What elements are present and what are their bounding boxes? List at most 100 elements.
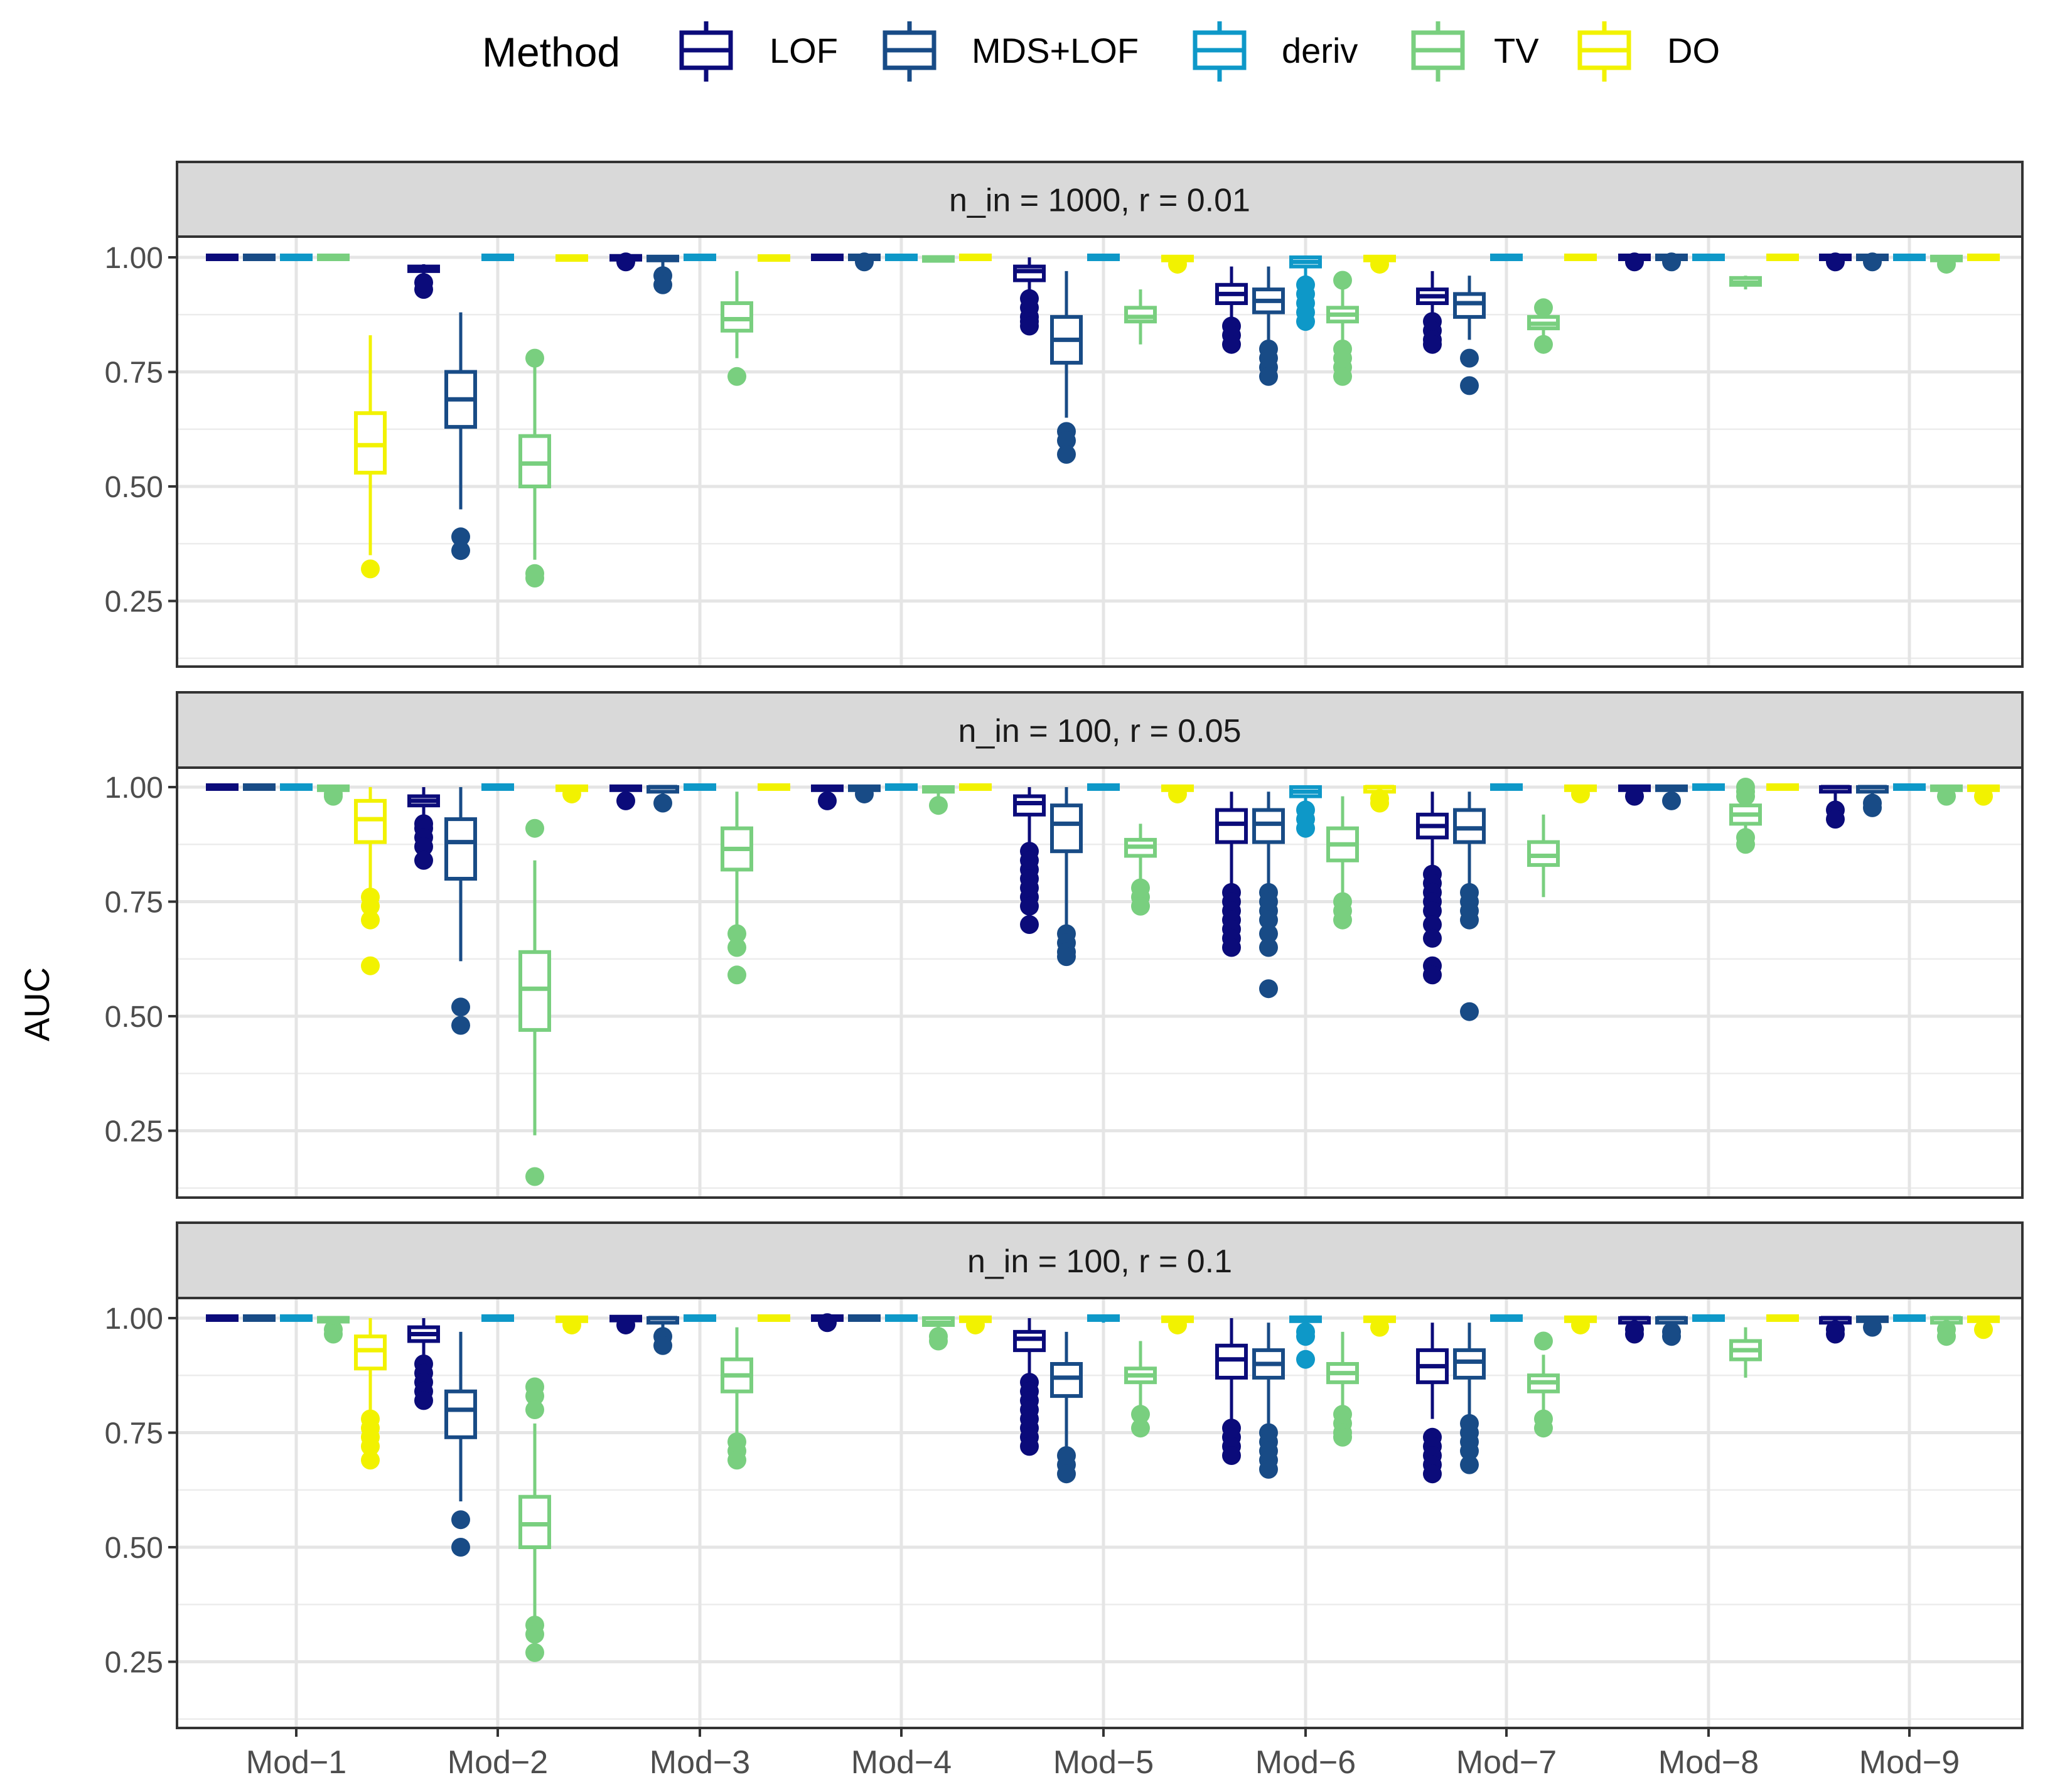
box-tv[interactable] (518, 1377, 551, 1662)
box-deriv[interactable] (1289, 785, 1322, 838)
box-do[interactable] (1564, 254, 1597, 261)
box-tv[interactable] (317, 1316, 350, 1344)
box-tv[interactable] (721, 1327, 753, 1470)
box-lof[interactable] (1013, 1318, 1046, 1456)
box-deriv[interactable] (1289, 255, 1322, 331)
box-tv[interactable] (922, 1316, 955, 1351)
box-do[interactable] (1967, 784, 2000, 806)
box-tv[interactable] (1729, 1327, 1762, 1378)
box-do[interactable] (1967, 1315, 2000, 1339)
box-mds-lof[interactable] (1453, 276, 1486, 395)
box-mds-lof[interactable] (1252, 266, 1285, 386)
box-mds-lof[interactable] (1050, 1331, 1083, 1484)
box-mds-lof[interactable] (1856, 252, 1889, 272)
box-do[interactable] (1363, 785, 1396, 813)
box-deriv[interactable] (1289, 1315, 1322, 1369)
box-mds-lof[interactable] (647, 785, 679, 813)
box-mds-lof[interactable] (1453, 791, 1486, 1021)
box-lof[interactable] (609, 1314, 642, 1334)
box-tv[interactable] (1729, 276, 1762, 290)
box-do[interactable] (1161, 784, 1194, 803)
box-do[interactable] (354, 787, 387, 975)
box-mds-lof[interactable] (1050, 787, 1083, 967)
box-do[interactable] (1564, 784, 1597, 803)
box-tv[interactable] (1326, 1331, 1359, 1447)
box-lof[interactable] (811, 1313, 844, 1333)
box-tv[interactable] (1326, 796, 1359, 930)
box-lof[interactable] (1819, 785, 1852, 829)
legend-key-deriv[interactable]: deriv (1193, 21, 1358, 82)
box-mds-lof[interactable] (444, 1331, 477, 1557)
box-mds-lof[interactable] (1655, 252, 1688, 272)
box-lof[interactable] (407, 787, 440, 870)
box-mds-lof[interactable] (243, 783, 276, 791)
box-do[interactable] (758, 1314, 790, 1322)
box-do[interactable] (1766, 1314, 1799, 1322)
box-do[interactable] (354, 1318, 387, 1470)
box-lof[interactable] (1416, 791, 1449, 985)
box-deriv[interactable] (1087, 783, 1120, 791)
box-lof[interactable] (811, 254, 844, 261)
box-mds-lof[interactable] (243, 1314, 276, 1322)
box-deriv[interactable] (1087, 1314, 1120, 1323)
legend-key-tv[interactable]: TV (1411, 21, 1539, 82)
box-deriv[interactable] (481, 783, 514, 791)
box-lof[interactable] (1013, 257, 1046, 336)
box-do[interactable] (758, 783, 790, 791)
box-mds-lof[interactable] (1856, 785, 1889, 817)
box-mds-lof[interactable] (647, 1316, 679, 1355)
box-tv[interactable] (1326, 271, 1359, 386)
box-deriv[interactable] (1893, 783, 1926, 791)
box-lof[interactable] (609, 784, 642, 810)
box-do[interactable] (1161, 1315, 1194, 1334)
box-tv[interactable] (1124, 824, 1157, 916)
box-do[interactable] (354, 335, 387, 579)
box-deriv[interactable] (1893, 254, 1926, 261)
box-lof[interactable] (1416, 271, 1449, 354)
box-mds-lof[interactable] (1655, 784, 1688, 810)
box-do[interactable] (1766, 254, 1799, 261)
box-tv[interactable] (518, 348, 551, 587)
box-do[interactable] (758, 254, 790, 262)
box-mds-lof[interactable] (848, 784, 881, 803)
box-deriv[interactable] (280, 1314, 313, 1322)
box-lof[interactable] (1215, 1318, 1248, 1465)
box-do[interactable] (1564, 1315, 1597, 1334)
box-mds-lof[interactable] (444, 312, 477, 561)
box-deriv[interactable] (684, 254, 716, 261)
box-do[interactable] (1766, 783, 1799, 791)
box-tv[interactable] (1124, 289, 1157, 345)
box-deriv[interactable] (1087, 254, 1120, 261)
box-deriv[interactable] (885, 783, 918, 791)
box-mds-lof[interactable] (1655, 1316, 1688, 1346)
box-mds-lof[interactable] (647, 254, 679, 294)
box-tv[interactable] (1124, 1341, 1157, 1438)
box-tv[interactable] (1930, 1316, 1963, 1346)
box-mds-lof[interactable] (1453, 1323, 1486, 1474)
box-tv[interactable] (1527, 814, 1560, 898)
box-tv[interactable] (1729, 778, 1762, 854)
box-lof[interactable] (407, 1318, 440, 1410)
box-deriv[interactable] (1490, 783, 1523, 791)
box-tv[interactable] (1527, 1331, 1560, 1438)
box-do[interactable] (1967, 254, 2000, 261)
box-tv[interactable] (721, 791, 753, 985)
box-do[interactable] (555, 254, 588, 262)
box-lof[interactable] (1618, 784, 1651, 806)
box-do[interactable] (959, 1315, 992, 1334)
box-lof[interactable] (206, 254, 239, 261)
box-mds-lof[interactable] (848, 252, 881, 272)
box-do[interactable] (1363, 1315, 1396, 1337)
box-deriv[interactable] (1893, 1314, 1926, 1322)
box-lof[interactable] (609, 252, 642, 272)
box-do[interactable] (555, 1315, 588, 1334)
box-lof[interactable] (1618, 252, 1651, 272)
box-deriv[interactable] (1490, 1314, 1523, 1322)
box-deriv[interactable] (280, 783, 313, 791)
box-tv[interactable] (317, 254, 350, 261)
box-deriv[interactable] (481, 254, 514, 261)
box-do[interactable] (959, 254, 992, 261)
box-deriv[interactable] (1692, 1314, 1725, 1322)
box-mds-lof[interactable] (848, 1314, 881, 1322)
legend-key-do[interactable]: DO (1577, 21, 1720, 82)
